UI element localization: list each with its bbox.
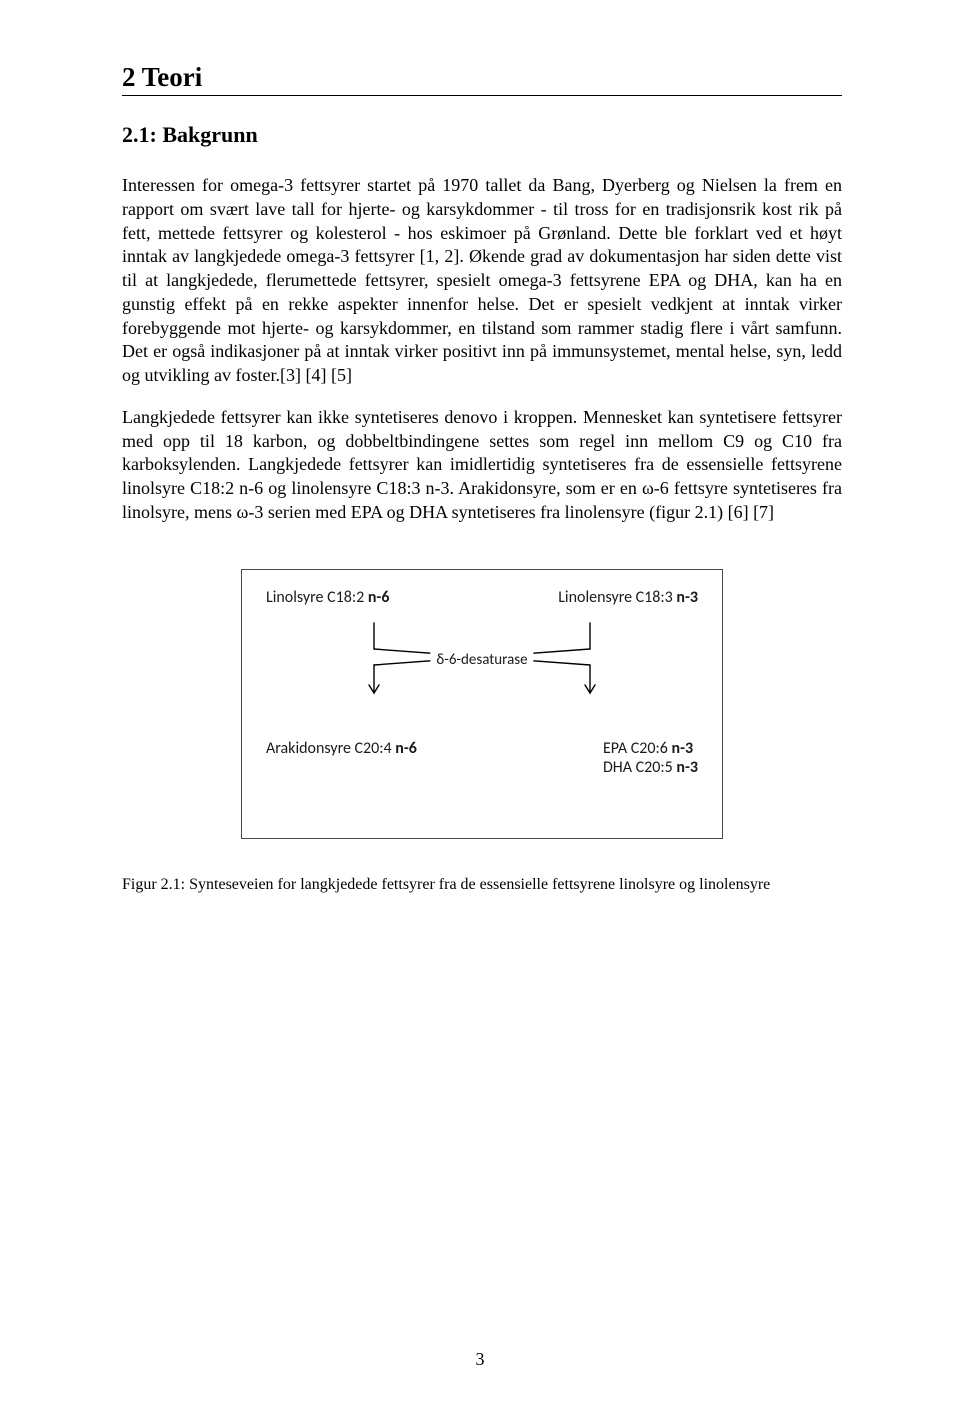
figure-top-right-bold: n-3 (676, 588, 698, 607)
paragraph-1: Interessen for omega-3 fettsyrer startet… (122, 174, 842, 388)
figure-top-left-bold: n-6 (368, 588, 390, 607)
figure-top-right-name: Linolensyre C18:3 (558, 588, 676, 607)
paragraph-2: Langkjedede fettsyrer kan ikke syntetise… (122, 406, 842, 525)
figure-bottom-row: Arakidonsyre C20:4 n-6 EPA C20:6 n-3 DHA… (266, 739, 698, 777)
figure-caption: Figur 2.1: Synteseveien for langkjedede … (122, 875, 842, 896)
figure-bottom-left: Arakidonsyre C20:4 n-6 (266, 739, 417, 758)
figure-bot-right2-bold: n-3 (676, 758, 698, 777)
figure-top-row: Linolsyre C18:2 n-6 Linolensyre C18:3 n-… (266, 588, 698, 607)
figure-arrow-block: δ-6-desaturase (266, 617, 698, 709)
page-number: 3 (476, 1349, 485, 1370)
figure-bot-left-name: Arakidonsyre C20:4 (266, 739, 395, 758)
figure-bottom-right: EPA C20:6 n-3 DHA C20:5 n-3 (603, 739, 698, 777)
figure-bot-right1-bold: n-3 (671, 739, 693, 758)
figure-enzyme-label: δ-6-desaturase (430, 651, 533, 669)
subsection-heading: 2.1: Bakgrunn (122, 122, 842, 148)
figure-bot-right1-name: EPA C20:6 (603, 739, 672, 758)
figure-top-right: Linolensyre C18:3 n-3 (558, 588, 698, 607)
figure-top-left: Linolsyre C18:2 n-6 (266, 588, 389, 607)
figure-wrap: Linolsyre C18:2 n-6 Linolensyre C18:3 n-… (122, 569, 842, 839)
section-heading-rule: 2 Teori (122, 62, 842, 96)
figure-bot-right2-name: DHA C20:5 (603, 758, 676, 777)
figure-box: Linolsyre C18:2 n-6 Linolensyre C18:3 n-… (241, 569, 723, 839)
figure-bot-left-bold: n-6 (395, 739, 417, 758)
figure-top-left-name: Linolsyre C18:2 (266, 588, 368, 607)
section-heading: 2 Teori (122, 62, 202, 92)
